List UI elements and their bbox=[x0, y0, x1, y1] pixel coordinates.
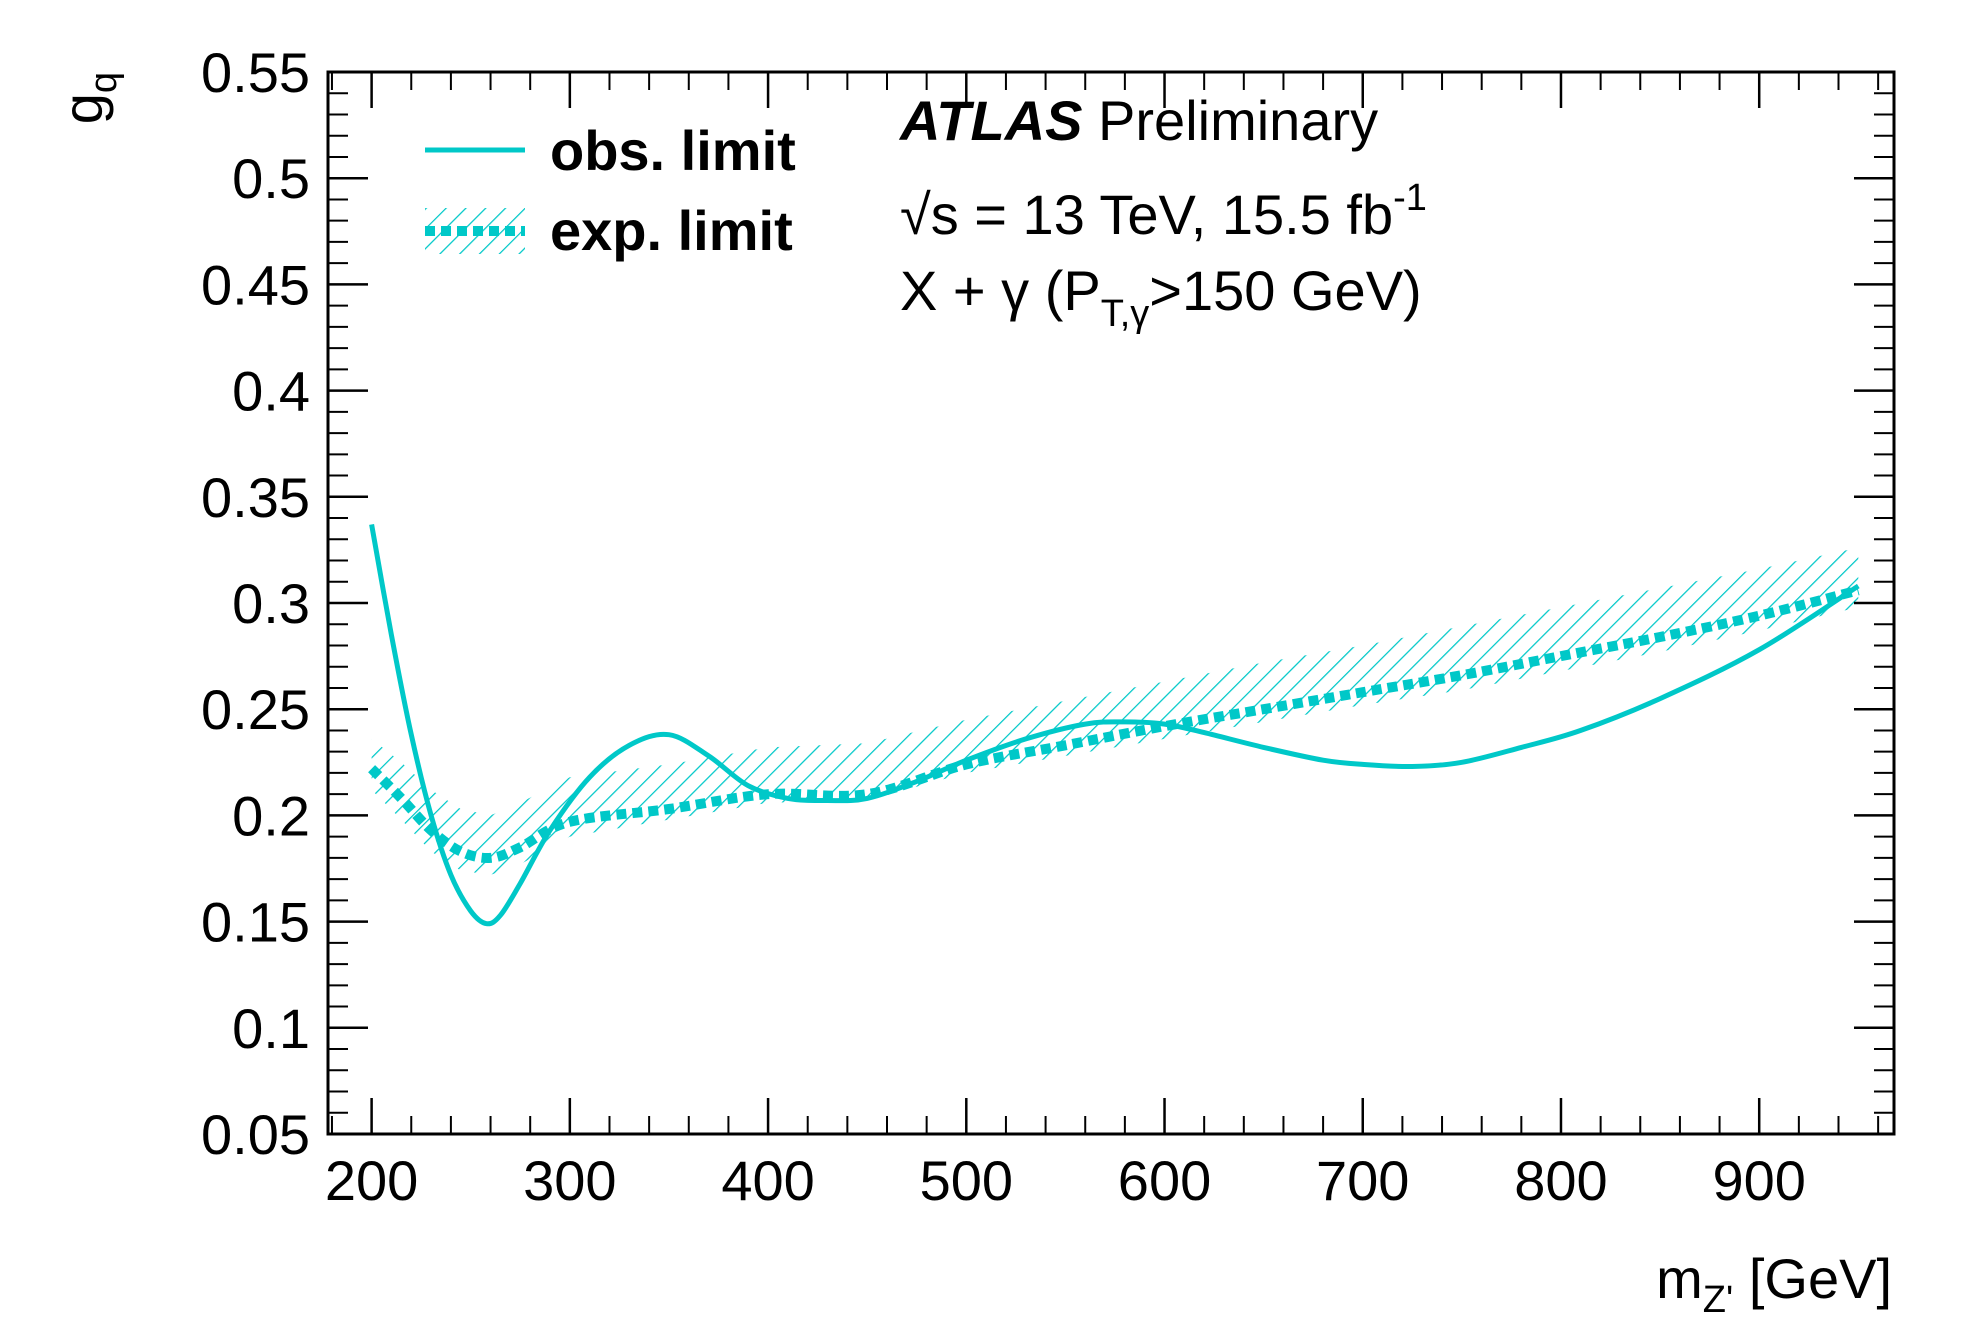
x-tick-labels: 200 300 400 500 600 700 800 900 bbox=[325, 1149, 1806, 1212]
x-tick-label: 700 bbox=[1316, 1149, 1409, 1212]
x-tick-label: 200 bbox=[325, 1149, 418, 1212]
axis-ticks bbox=[328, 70, 1894, 1136]
energy-lumi-label: √s = 13 TeV, 15.5 fb-1 bbox=[900, 177, 1427, 246]
x-tick-label: 900 bbox=[1712, 1149, 1805, 1212]
selection-label: X + γ (PT,γ>150 GeV) bbox=[900, 259, 1422, 335]
y-tick-label: 0.15 bbox=[201, 891, 310, 954]
x-tick-label: 300 bbox=[523, 1149, 616, 1212]
y-tick-label: 0.3 bbox=[232, 572, 310, 635]
legend-exp-label: exp. limit bbox=[550, 199, 793, 262]
y-axis-title: gq bbox=[51, 72, 125, 124]
y-tick-label: 0.5 bbox=[232, 147, 310, 210]
x-tick-label: 800 bbox=[1514, 1149, 1607, 1212]
y-tick-label: 0.25 bbox=[201, 678, 310, 741]
y-tick-labels: 0.05 0.1 0.15 0.2 0.25 0.3 0.35 0.4 0.45 0.5 0.55 bbox=[201, 41, 310, 1166]
legend-obs-label: obs. limit bbox=[550, 119, 796, 182]
atlas-label: ATLAS Preliminary bbox=[898, 89, 1378, 152]
y-tick-label: 0.55 bbox=[201, 41, 310, 104]
y-tick-label: 0.4 bbox=[232, 360, 310, 423]
exp-limit-line bbox=[368, 585, 1860, 864]
y-tick-label: 0.2 bbox=[232, 784, 310, 847]
legend: obs. limit exp. limit bbox=[425, 119, 796, 262]
x-axis-title: mZ' [GeV] bbox=[1656, 1247, 1892, 1321]
x-tick-label: 600 bbox=[1118, 1149, 1211, 1212]
y-tick-label: 0.1 bbox=[232, 997, 310, 1060]
y-tick-label: 0.05 bbox=[201, 1103, 310, 1166]
y-tick-label: 0.45 bbox=[201, 253, 310, 316]
y-tick-label: 0.35 bbox=[201, 466, 310, 529]
obs-limit-line bbox=[369, 523, 1860, 927]
x-tick-label: 500 bbox=[920, 1149, 1013, 1212]
series-line-layer bbox=[368, 523, 1860, 927]
x-tick-label: 400 bbox=[721, 1149, 814, 1212]
